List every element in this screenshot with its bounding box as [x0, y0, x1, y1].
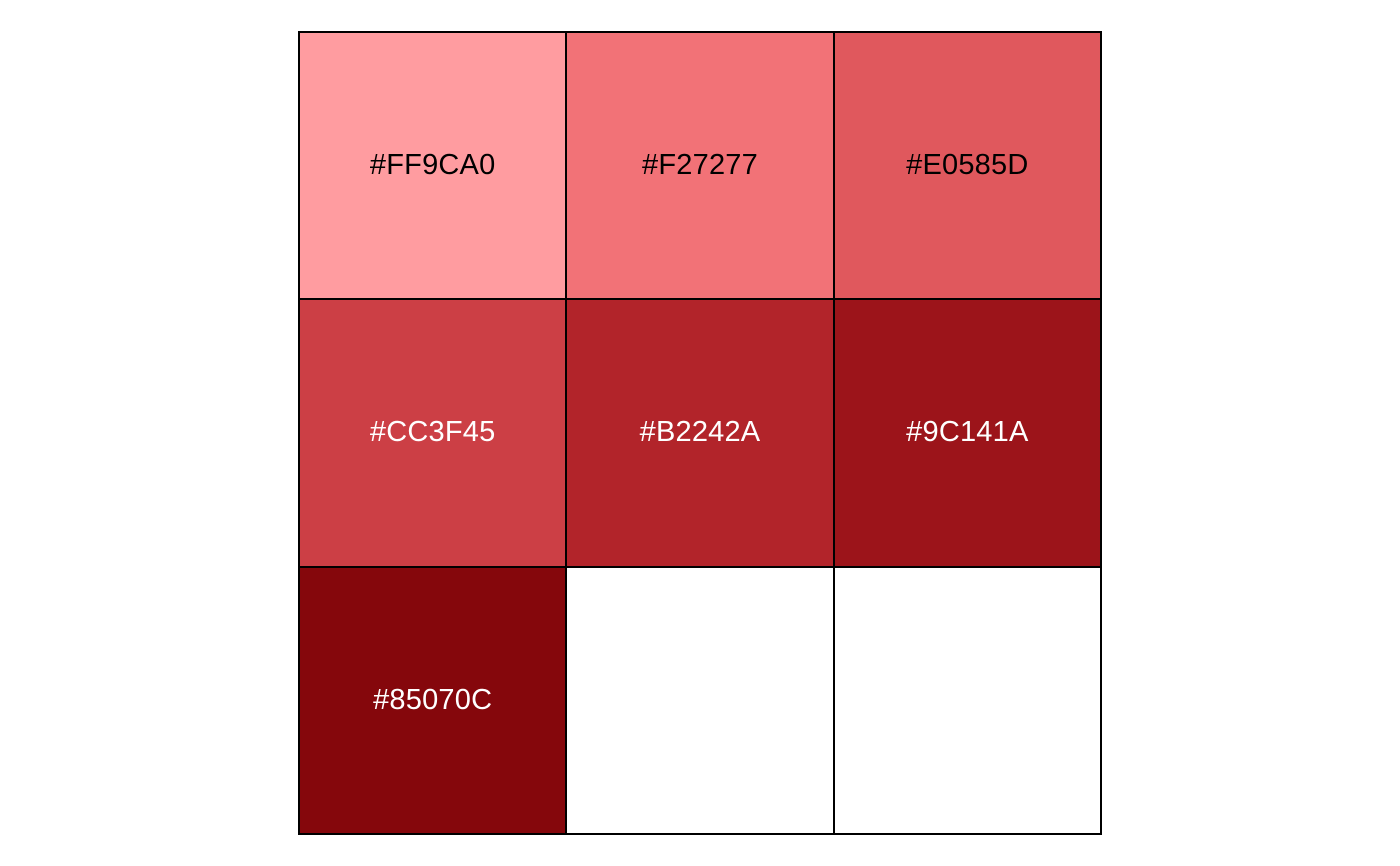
swatch-cell: #FF9CA0 [300, 33, 568, 301]
swatch-cell: #CC3F45 [300, 300, 568, 568]
swatch-label: #F27277 [642, 149, 758, 182]
swatch-cell: #9C141A [834, 300, 1102, 568]
swatch-label: #FF9CA0 [369, 149, 496, 182]
swatch-cell: #B2242A [567, 300, 835, 568]
swatch-label: #B2242A [639, 416, 761, 449]
swatch-cell: #85070C [300, 567, 568, 835]
swatch-label: #CC3F45 [369, 416, 496, 449]
swatch-label: #9C141A [906, 416, 1029, 449]
empty-swatch-cell [834, 567, 1102, 835]
empty-swatch-cell [567, 567, 835, 835]
swatch-label: #85070C [373, 683, 493, 716]
swatch-grid: #FF9CA0 #F27277 #E0585D #CC3F45 #B2242A … [298, 31, 1102, 835]
swatch-cell: #F27277 [567, 33, 835, 301]
swatch-cell: #E0585D [834, 33, 1102, 301]
swatch-label: #E0585D [906, 149, 1029, 182]
